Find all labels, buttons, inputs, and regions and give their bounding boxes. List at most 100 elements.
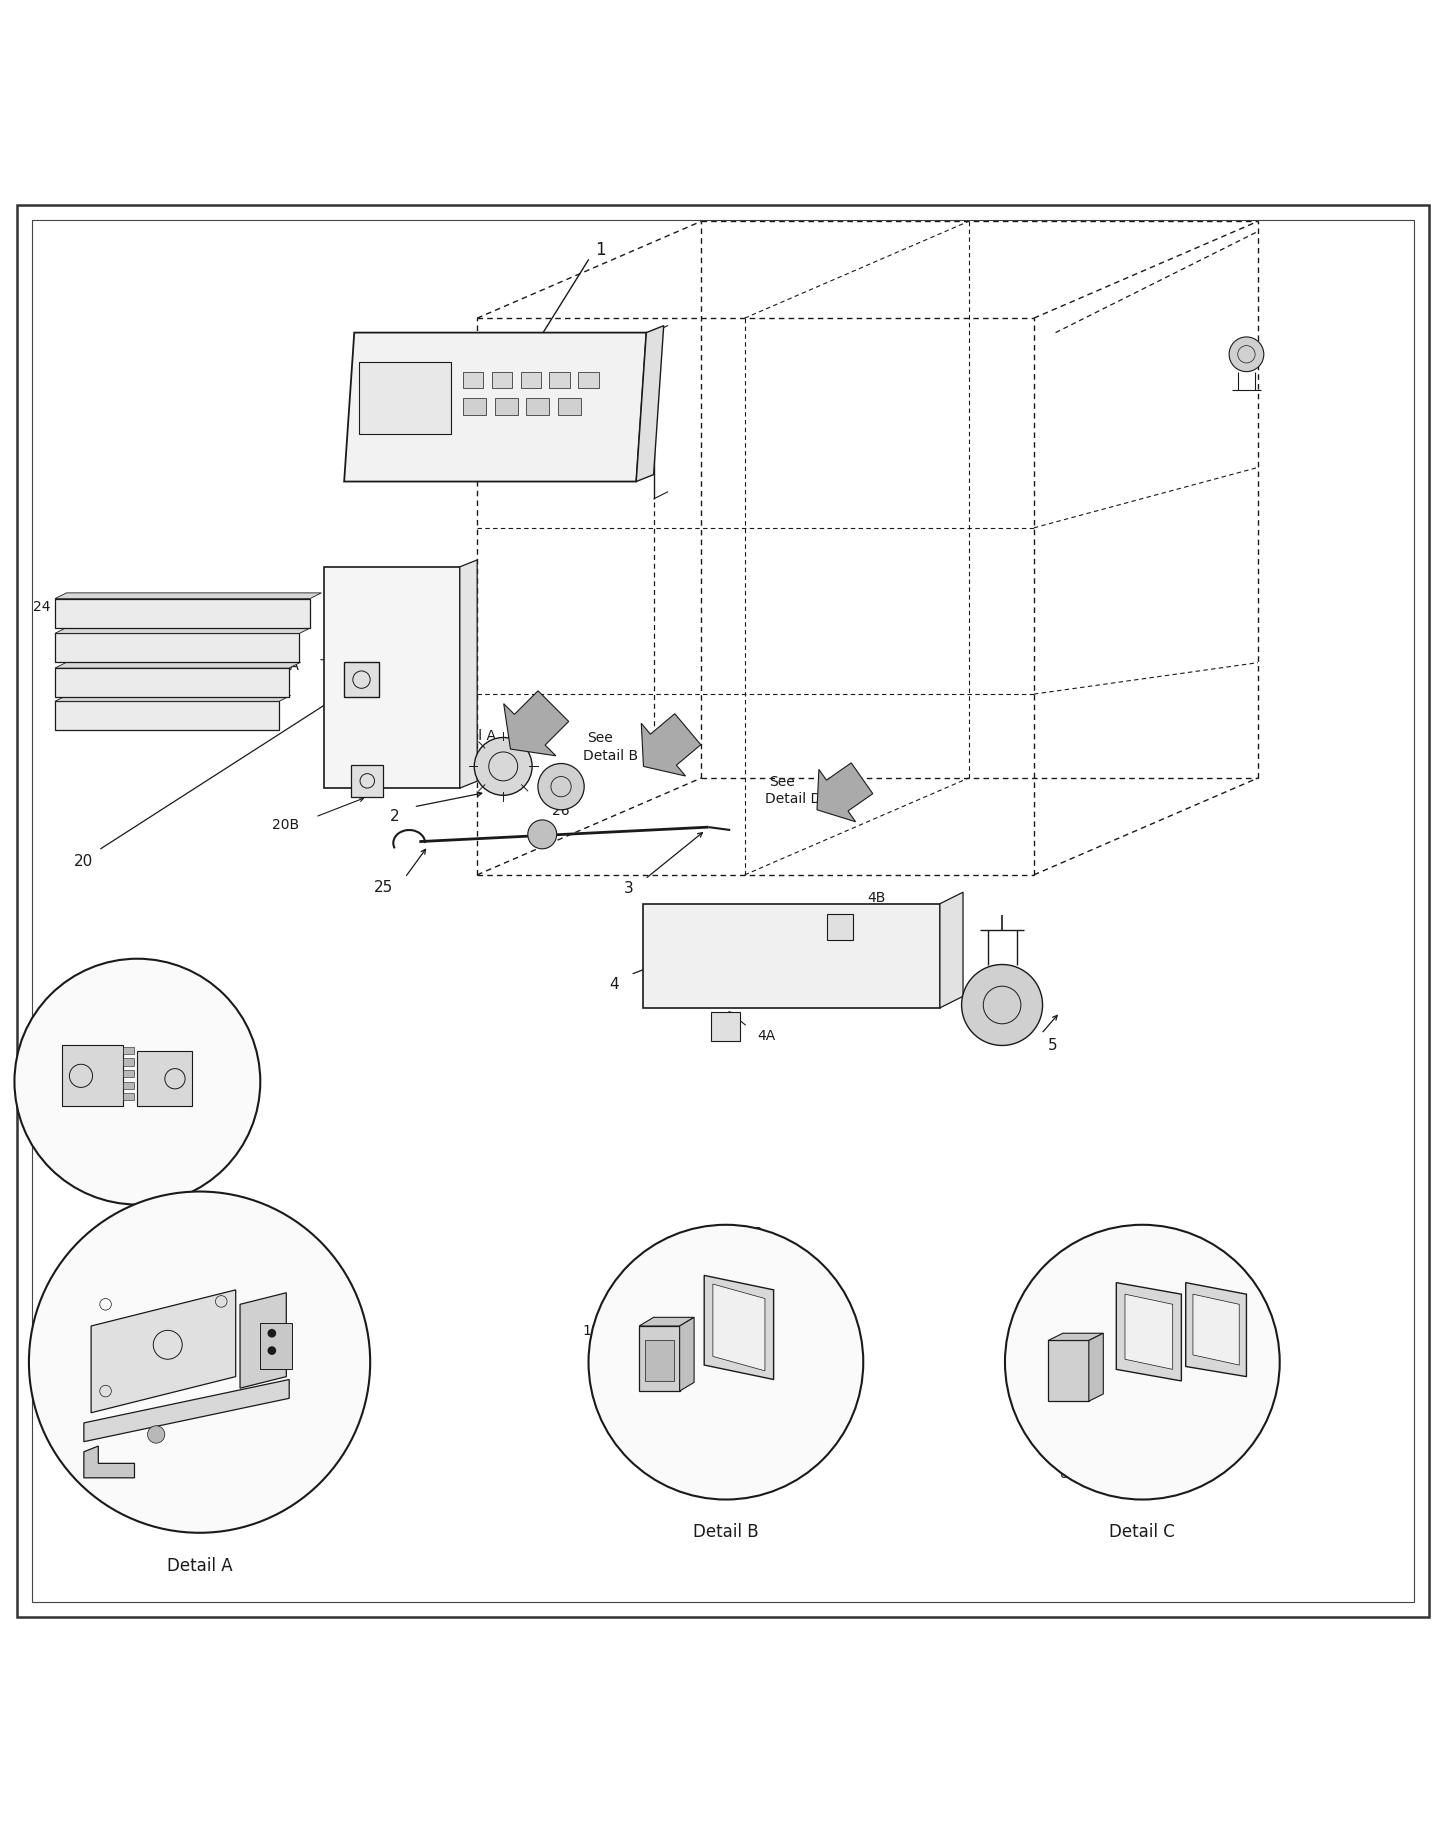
Text: 4A: 4A [758,1028,777,1043]
Text: 8: 8 [1060,1468,1069,1480]
Polygon shape [1048,1340,1089,1402]
Text: 24: 24 [33,600,51,614]
Text: Detail A: Detail A [441,727,496,742]
Polygon shape [55,664,301,669]
Bar [711,1012,740,1041]
Bar [578,372,599,388]
Text: 5: 5 [1048,1037,1057,1052]
Polygon shape [460,561,477,789]
Bar [492,372,512,388]
Polygon shape [1125,1294,1173,1369]
Polygon shape [1089,1333,1103,1402]
Bar [123,1083,134,1090]
Bar [55,669,289,698]
Polygon shape [240,1293,286,1389]
Text: 6: 6 [1236,1293,1245,1305]
Text: 16: 16 [55,1391,69,1404]
Text: See: See [445,711,471,726]
Text: precision: precision [379,352,408,355]
Bar [526,399,549,416]
Text: 20A: 20A [272,658,299,673]
Polygon shape [55,594,321,600]
Text: 17: 17 [55,1340,69,1353]
Text: 4: 4 [609,977,619,992]
Bar [549,372,570,388]
Bar [521,372,541,388]
Bar [62,1046,123,1107]
Text: 25: 25 [375,879,393,895]
Polygon shape [713,1285,765,1371]
Text: 26: 26 [552,804,570,817]
Text: 12: 12 [214,1243,228,1256]
Text: 13: 13 [250,1243,265,1256]
Circle shape [268,1329,276,1338]
Text: 11: 11 [583,1323,600,1338]
Text: 18: 18 [94,1243,108,1256]
Bar [55,702,279,731]
Bar [558,399,581,416]
Text: Detail D: Detail D [104,1227,171,1245]
Text: See: See [769,775,795,788]
Text: 7: 7 [1178,1468,1187,1480]
Bar [351,766,383,797]
Circle shape [528,820,557,850]
Circle shape [14,959,260,1205]
Bar [645,1340,674,1382]
Circle shape [147,1426,165,1444]
Polygon shape [680,1318,694,1391]
Text: Detail C: Detail C [1109,1522,1176,1540]
Bar [123,1059,134,1066]
Text: 2: 2 [389,809,399,824]
Polygon shape [1193,1294,1239,1365]
Bar [827,915,853,941]
Polygon shape [55,629,311,634]
Circle shape [1005,1225,1280,1500]
Text: 14: 14 [296,1260,311,1274]
Bar [123,1048,134,1054]
Polygon shape [1116,1283,1181,1382]
Text: 23: 23 [55,634,72,649]
Bar [123,1094,134,1101]
Text: Detail A: Detail A [166,1555,233,1573]
Text: 20: 20 [74,853,94,868]
Polygon shape [940,893,963,1008]
Polygon shape [55,696,291,702]
Text: 22: 22 [55,669,72,684]
Text: See: See [376,647,402,662]
Bar [495,399,518,416]
Bar [643,904,940,1008]
Polygon shape [84,1446,134,1478]
Bar [463,399,486,416]
Circle shape [538,764,584,811]
Polygon shape [1048,1333,1103,1340]
Circle shape [962,964,1043,1046]
Bar [260,1323,292,1369]
Polygon shape [91,1291,236,1413]
Text: 20B: 20B [272,819,299,831]
Bar [359,363,451,434]
Text: 3: 3 [623,881,633,895]
Circle shape [268,1347,276,1354]
Polygon shape [639,1327,680,1391]
Polygon shape [641,715,701,777]
Polygon shape [84,1380,289,1442]
Text: 21: 21 [69,700,87,715]
Text: 19: 19 [132,1178,149,1192]
Text: Detail C: Detail C [372,662,427,676]
Text: See: See [587,731,613,746]
Polygon shape [639,1318,694,1327]
Text: Detail B: Detail B [583,749,638,762]
Bar [344,664,379,698]
Text: 15: 15 [166,1491,181,1504]
Bar [137,1052,192,1107]
Polygon shape [704,1276,774,1380]
Bar [463,372,483,388]
Text: Detail D: Detail D [765,791,821,806]
Circle shape [1229,337,1264,372]
Bar [123,1070,134,1077]
Text: 1: 1 [594,241,606,259]
Text: 4B: 4B [868,890,886,904]
Bar [324,567,460,789]
Polygon shape [344,334,646,483]
Text: Detail B: Detail B [693,1522,759,1540]
